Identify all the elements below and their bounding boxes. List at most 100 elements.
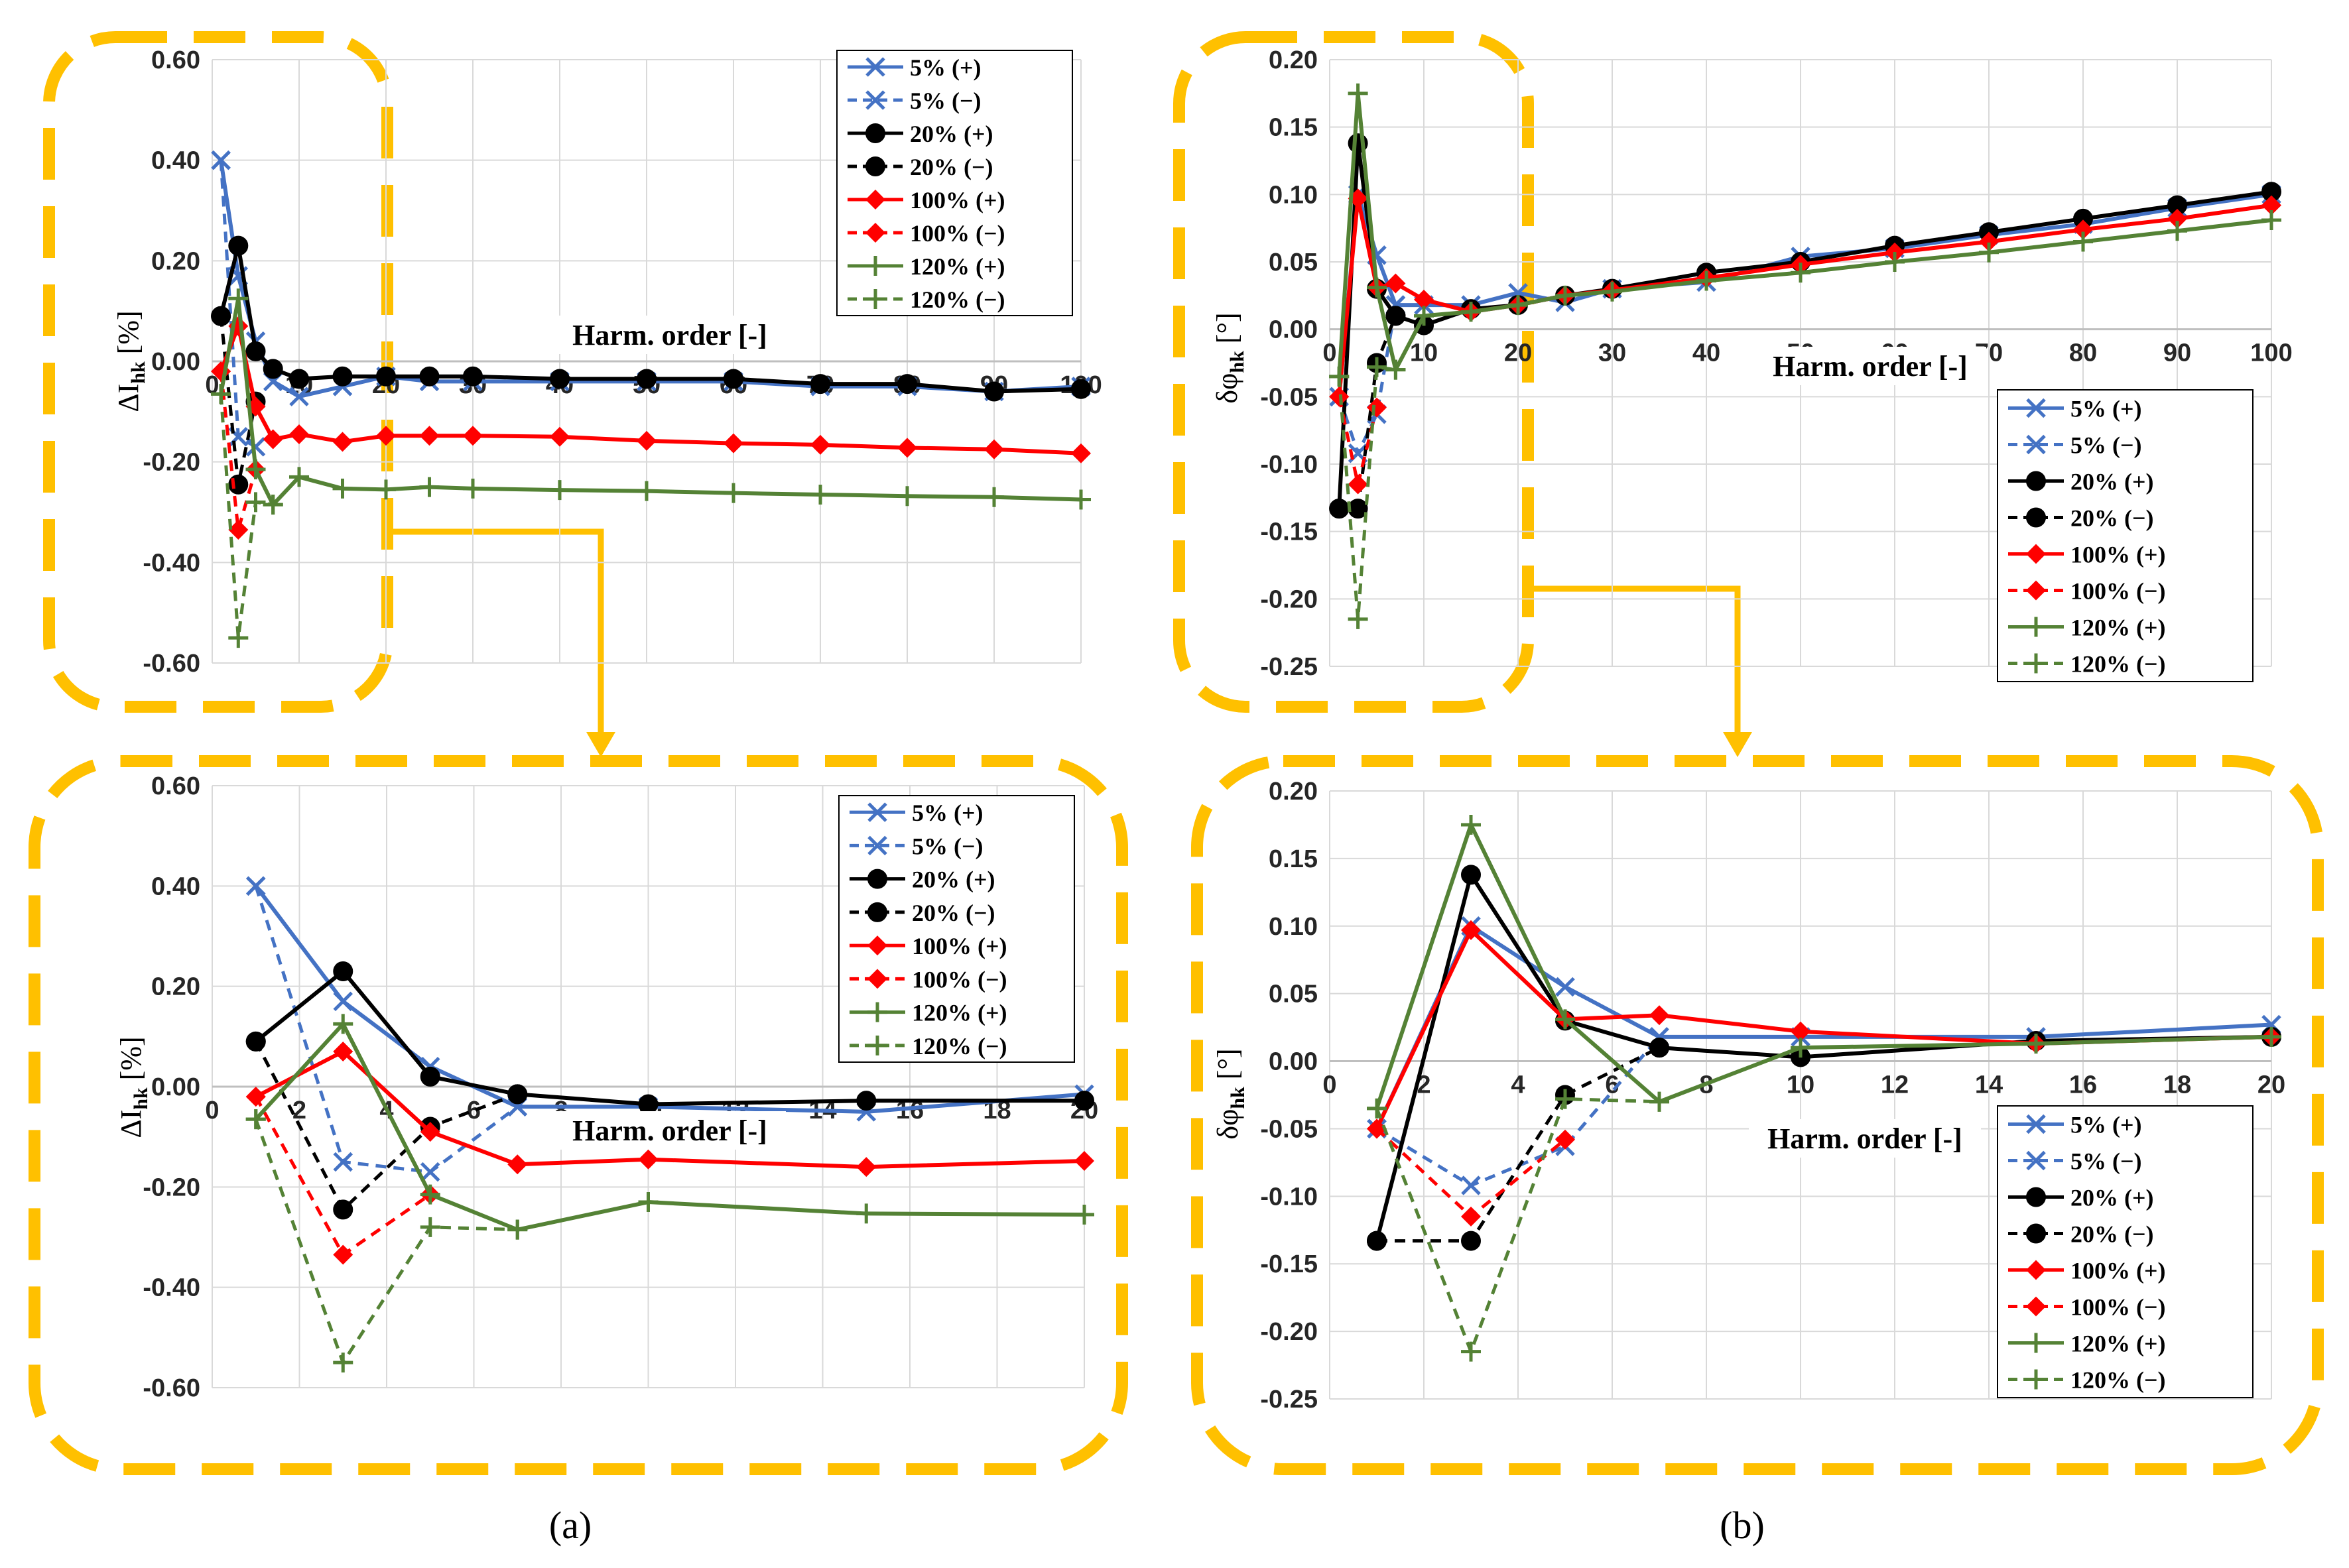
data-point: [1071, 379, 1091, 399]
data-point: [333, 1353, 353, 1373]
data-point: [419, 426, 440, 446]
legend-label: 120% (+): [2070, 615, 2166, 641]
series-line: [254, 1040, 519, 1211]
data-point: [1074, 1150, 1094, 1171]
data-point: [1074, 1091, 1094, 1111]
data-point: [1461, 814, 1481, 835]
data-point: [897, 486, 917, 507]
series-line: [254, 1118, 518, 1364]
legend-item: 20% (−): [850, 900, 995, 926]
series-line: [219, 371, 257, 532]
data-point: [1367, 277, 1387, 298]
legend-label: 120% (−): [912, 1033, 1007, 1059]
legend-label: 5% (−): [910, 88, 982, 114]
x-tick-label: 20: [1504, 339, 1532, 367]
data-point: [245, 437, 266, 457]
legend-item: 20% (+): [2008, 1185, 2154, 1211]
legend-label: 20% (+): [2070, 1185, 2154, 1211]
legend-marker: [2026, 434, 2046, 455]
data-point: [550, 369, 570, 389]
y-tick-label: 0.15: [1269, 114, 1318, 142]
data-point: [228, 235, 249, 256]
x-tick-label: 16: [2069, 1071, 2097, 1099]
data-point: [1367, 357, 1387, 377]
legend-label: 20% (−): [912, 900, 995, 926]
legend-label: 20% (+): [910, 121, 993, 147]
legend-marker: [865, 223, 885, 243]
legend-marker: [2026, 398, 2046, 418]
x-tick-label: 6: [467, 1097, 481, 1124]
y-axis-title: ΔIhk [%]: [112, 310, 149, 412]
y-axis-subscript: hk: [130, 1087, 152, 1110]
data-point: [724, 433, 743, 453]
x-tick-label: 6: [1605, 1071, 1619, 1099]
y-tick-label: 0.10: [1269, 913, 1318, 941]
data-point: [1367, 1231, 1387, 1251]
data-point: [2073, 219, 2093, 240]
legend-item: 120% (+): [2008, 615, 2166, 641]
data-point: [1649, 1038, 1669, 1058]
legend-marker: [865, 289, 885, 309]
legend-item: 120% (+): [848, 253, 1005, 280]
data-point: [376, 366, 396, 387]
legend-item: 20% (+): [848, 121, 993, 147]
data-point: [333, 1244, 353, 1265]
legend-item: 120% (−): [2008, 651, 2166, 678]
series-7: [211, 384, 283, 648]
data-point: [1385, 306, 1406, 326]
data-point: [376, 426, 396, 446]
data-point: [984, 487, 1004, 507]
data-point: [1791, 263, 1810, 283]
legend-item: 100% (+): [2008, 1258, 2166, 1284]
legend-label: 5% (+): [2070, 396, 2142, 422]
x-tick-label: 40: [1692, 339, 1720, 367]
legend-marker: [2026, 617, 2046, 637]
legend-label: 120% (+): [910, 253, 1005, 280]
y-tick-label: 0.20: [151, 247, 200, 275]
legend-item: 20% (+): [850, 867, 995, 893]
data-point: [420, 1162, 440, 1182]
data-point: [1979, 231, 1999, 252]
data-point: [856, 1203, 877, 1224]
legend-item: 20% (−): [2008, 1221, 2154, 1248]
legend-item: 20% (+): [2008, 469, 2154, 495]
series-6: [1329, 83, 2281, 387]
legend-item: 5% (+): [850, 800, 984, 826]
x-title-bg: [1754, 347, 1986, 385]
legend-label: 5% (−): [912, 833, 984, 859]
data-point: [463, 478, 483, 499]
caption-b: (b): [1720, 1504, 1765, 1547]
y-tick-label: 0.05: [1269, 249, 1318, 276]
legend-marker: [865, 90, 885, 110]
data-point: [1555, 285, 1575, 306]
x-tick-label: 14: [1975, 1071, 2003, 1099]
y-tick-label: 0.60: [151, 772, 200, 800]
data-point: [810, 374, 830, 394]
legend-marker: [865, 123, 885, 143]
legend-label: 5% (+): [2070, 1112, 2142, 1138]
data-point: [637, 369, 657, 389]
x-tick-label: 80: [2069, 339, 2097, 367]
data-point: [1555, 1009, 1575, 1030]
legend-marker: [865, 156, 885, 176]
data-point: [1385, 359, 1406, 380]
data-point: [245, 1031, 266, 1052]
legend-marker: [867, 935, 887, 956]
series-0: [1367, 916, 2281, 1139]
legend-label: 100% (−): [2070, 578, 2166, 605]
legend-item: 5% (−): [850, 833, 984, 859]
data-point: [507, 1154, 528, 1175]
legend-marker: [865, 57, 885, 77]
data-point: [463, 366, 483, 387]
legend-item: 5% (+): [2008, 1112, 2142, 1138]
data-point: [245, 341, 266, 361]
data-point: [1461, 1341, 1481, 1362]
legend-marker: [2026, 1369, 2046, 1390]
data-point: [419, 477, 440, 497]
y-axis-symbol: δφ: [1212, 1109, 1244, 1140]
legend-marker: [867, 969, 887, 989]
y-tick-label: -0.10: [1260, 451, 1318, 479]
data-point: [2261, 195, 2281, 215]
data-point: [333, 961, 353, 981]
y-tick-label: 0.00: [151, 348, 200, 376]
